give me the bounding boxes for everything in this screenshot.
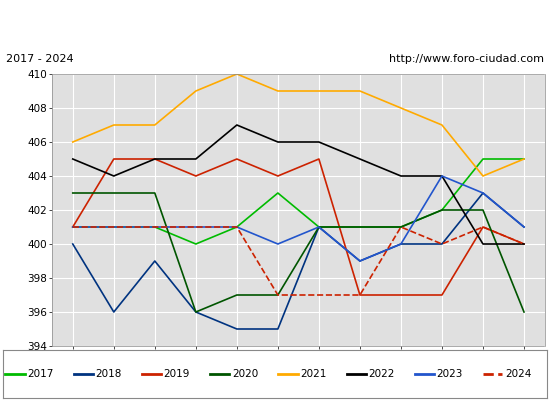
Text: 2017: 2017 [28, 369, 54, 379]
Text: 2020: 2020 [232, 369, 258, 379]
Text: 2018: 2018 [96, 369, 122, 379]
Text: 2024: 2024 [505, 369, 531, 379]
Text: 2023: 2023 [437, 369, 463, 379]
Text: 2019: 2019 [164, 369, 190, 379]
Text: 2021: 2021 [300, 369, 327, 379]
Text: http://www.foro-ciudad.com: http://www.foro-ciudad.com [389, 54, 544, 64]
Text: Evolucion num de emigrantes en Benuza: Evolucion num de emigrantes en Benuza [107, 14, 443, 30]
Text: 2017 - 2024: 2017 - 2024 [6, 54, 73, 64]
Text: 2022: 2022 [368, 369, 395, 379]
